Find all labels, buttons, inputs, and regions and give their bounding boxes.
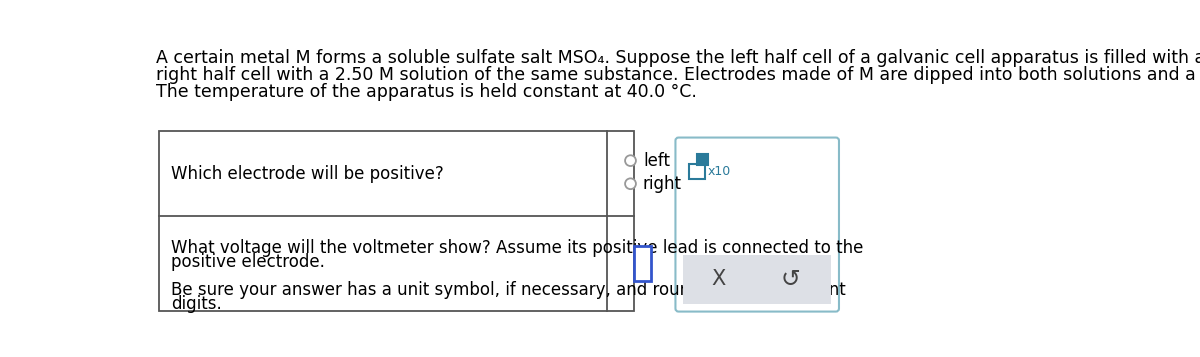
FancyBboxPatch shape — [676, 137, 839, 312]
Bar — [697, 155, 708, 165]
Text: Be sure your answer has a unit symbol, if necessary, and round it to 2 significa: Be sure your answer has a unit symbol, i… — [170, 281, 846, 299]
Text: positive electrode.: positive electrode. — [170, 253, 325, 271]
Text: ↺: ↺ — [781, 267, 800, 291]
Text: X: X — [712, 269, 726, 289]
Bar — [683, 255, 832, 304]
Circle shape — [625, 155, 636, 166]
Text: A certain metal M forms a soluble sulfate salt MSO₄. Suppose the left half cell : A certain metal M forms a soluble sulfat… — [156, 49, 1200, 67]
Bar — [689, 164, 704, 179]
Bar — [160, 131, 635, 311]
Text: digits.: digits. — [170, 295, 222, 313]
Text: right: right — [643, 175, 682, 193]
Circle shape — [625, 178, 636, 189]
Bar — [635, 246, 652, 281]
Text: The temperature of the apparatus is held constant at 40.0 °C.: The temperature of the apparatus is held… — [156, 83, 697, 101]
Text: Which electrode will be positive?: Which electrode will be positive? — [170, 165, 444, 183]
Text: What voltage will the voltmeter show? Assume its positive lead is connected to t: What voltage will the voltmeter show? As… — [170, 239, 863, 257]
Text: right half cell with a 2.50 M solution of the same substance. Electrodes made of: right half cell with a 2.50 M solution o… — [156, 66, 1200, 84]
Text: left: left — [643, 152, 670, 170]
Text: x10: x10 — [708, 165, 731, 178]
